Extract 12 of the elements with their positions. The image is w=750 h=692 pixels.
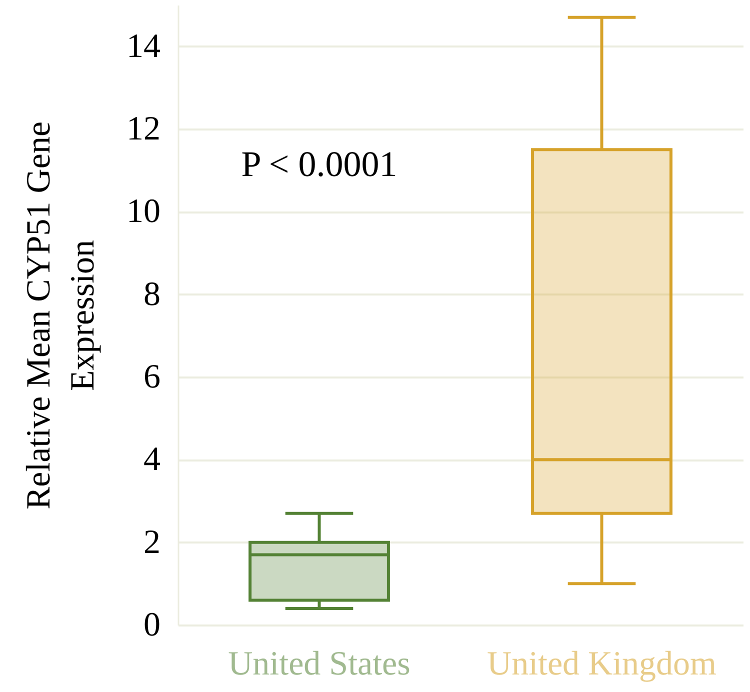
y-axis-title: Relative Mean CYP51 Gene Expression — [20, 121, 102, 510]
x-tick-label: United States — [228, 646, 410, 682]
y-tick-label: 10 — [126, 193, 160, 230]
y-tick-label: 12 — [126, 110, 160, 148]
y-tick-label: 0 — [144, 606, 160, 644]
y-tick-label: 8 — [144, 276, 160, 313]
y-tick-label: 6 — [144, 358, 160, 396]
y-tick-label: 14 — [126, 28, 160, 65]
y-tick-label: 4 — [144, 441, 160, 478]
x-tick-label: United Kingdom — [487, 646, 716, 682]
annotation: P < 0.0001 — [241, 144, 398, 184]
y-tick-label: 2 — [144, 524, 160, 561]
